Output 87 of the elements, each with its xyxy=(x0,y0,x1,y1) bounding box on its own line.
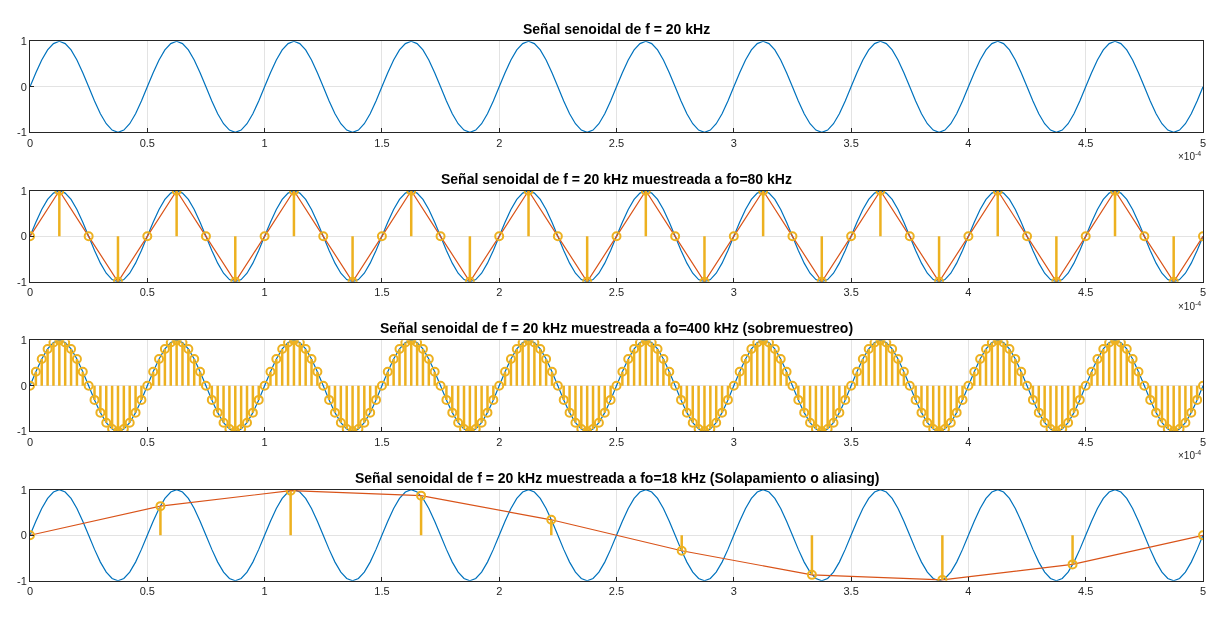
line-series xyxy=(30,190,1203,282)
chart-title: Señal senoidal de f = 20 kHz muestreada a fo=400 kHz (sobremuestreo) xyxy=(380,320,854,336)
x-tick-label: 1.5 xyxy=(374,435,390,448)
x-tick-label: 5 xyxy=(1199,136,1207,149)
x-tick-label: 5 xyxy=(1199,584,1207,597)
text: ×10$^{-4}$ xyxy=(1178,300,1202,313)
x-tick-label: 0.5 xyxy=(139,286,155,299)
chart-title: Señal senoidal de f = 20 kHz muestreada a fo=80 kHz xyxy=(441,171,792,187)
x-tick-label: 2 xyxy=(496,286,503,299)
point xyxy=(416,490,427,501)
x-tick-label: 4 xyxy=(965,435,972,448)
x-tick-label: 2.5 xyxy=(608,136,625,149)
point xyxy=(1067,559,1078,570)
point xyxy=(494,231,505,242)
y-tick-label: 0 xyxy=(20,230,27,243)
x-tick-label: 4 xyxy=(965,584,972,597)
point xyxy=(142,231,153,242)
chart-title: Señal senoidal de f = 20 kHz xyxy=(523,21,711,37)
point xyxy=(787,231,798,242)
point xyxy=(1080,231,1091,242)
text: ×10$^{-4}$ xyxy=(1178,150,1202,163)
y-tick-label: 1 xyxy=(20,35,27,48)
x-tick-label: 0.5 xyxy=(139,584,155,597)
y-tick-label: -1 xyxy=(17,425,27,438)
line-series xyxy=(30,489,1203,581)
x-tick-label: 2.5 xyxy=(608,435,625,448)
point xyxy=(376,231,387,242)
point xyxy=(83,231,94,242)
x-tick-label: 0.5 xyxy=(139,435,155,448)
x-tick-label: 4 xyxy=(965,286,972,299)
y-tick-label: 1 xyxy=(20,184,27,197)
y-tick-label: 0 xyxy=(20,379,27,392)
x-tick-label: 1 xyxy=(261,286,268,299)
x-tick-label: 1.5 xyxy=(374,584,390,597)
point xyxy=(670,231,681,242)
point xyxy=(318,231,329,242)
y-tick-label: 1 xyxy=(20,483,27,496)
point xyxy=(963,231,974,242)
x-tick-label: 4.5 xyxy=(1078,584,1094,597)
x-tick-label: 4.5 xyxy=(1078,286,1094,299)
point xyxy=(546,514,557,525)
x-tick-label: 3 xyxy=(730,435,737,448)
x-tick-label: 2 xyxy=(496,136,503,149)
x-tick-label: 1 xyxy=(261,136,268,149)
x-tick-label: 0.5 xyxy=(139,136,155,149)
y-tick-label: 0 xyxy=(20,529,27,542)
point xyxy=(552,231,563,242)
x-tick-label: 3 xyxy=(730,286,737,299)
x-tick-label: 5 xyxy=(1199,286,1207,299)
point xyxy=(611,231,622,242)
x-tick-label: 2.5 xyxy=(608,584,625,597)
point xyxy=(904,231,915,242)
x-tick-label: 4 xyxy=(965,136,972,149)
x-tick-label: 3 xyxy=(730,584,737,597)
point xyxy=(1139,231,1150,242)
text: ×10$^{-4}$ xyxy=(1178,449,1202,462)
x-tick-label: 5 xyxy=(1199,435,1207,448)
chart-title: Señal senoidal de f = 20 kHz muestreada a fo=18 kHz (Solapamiento o aliasing) xyxy=(355,470,880,486)
x-tick-label: 4.5 xyxy=(1078,435,1094,448)
y-tick-label: -1 xyxy=(17,275,27,288)
y-tick-label: -1 xyxy=(17,126,27,139)
x-tick-label: 2.5 xyxy=(608,286,625,299)
line-series xyxy=(30,41,1203,133)
x-tick-label: 1.5 xyxy=(374,136,390,149)
y-tick-label: -1 xyxy=(17,574,27,587)
point xyxy=(200,231,211,242)
y-tick-label: 1 xyxy=(20,334,27,347)
x-tick-label: 2 xyxy=(496,435,503,448)
x-tick-label: 1 xyxy=(261,435,268,448)
x-tick-label: 3 xyxy=(730,136,737,149)
x-tick-label: 2 xyxy=(496,584,503,597)
point xyxy=(155,501,166,512)
x-tick-label: 3.5 xyxy=(843,286,859,299)
x-tick-label: 4.5 xyxy=(1078,136,1094,149)
x-tick-label: 3.5 xyxy=(843,584,859,597)
point xyxy=(806,569,817,580)
point xyxy=(728,231,739,242)
point xyxy=(846,231,857,242)
x-tick-label: 1 xyxy=(261,584,268,597)
point xyxy=(435,231,446,242)
point xyxy=(1022,231,1033,242)
x-tick-label: 3.5 xyxy=(843,435,859,448)
point xyxy=(259,231,270,242)
x-tick-label: 1.5 xyxy=(374,286,390,299)
point xyxy=(676,545,687,556)
y-tick-label: 0 xyxy=(20,80,27,93)
x-tick-label: 3.5 xyxy=(843,136,859,149)
